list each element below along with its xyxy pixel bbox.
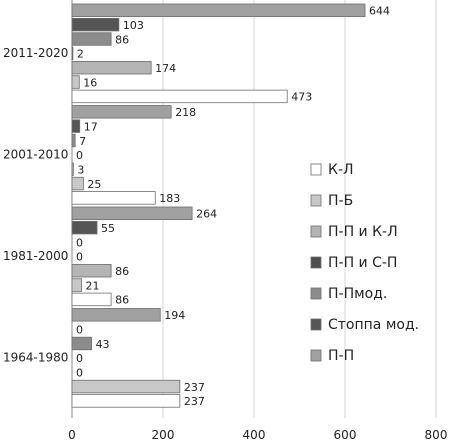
data-label: 644 [369,5,390,18]
bar [71,176,84,191]
bar [71,89,288,104]
data-label: 103 [123,19,144,32]
data-label: 7 [79,135,86,148]
data-label: 194 [164,309,185,322]
x-tick-label: 200 [152,428,175,442]
bar [71,61,152,75]
data-label: 0 [76,236,83,249]
bar [71,379,181,394]
legend-label: П-П и С-П [328,255,397,271]
category-label: 1964-1980 [3,351,68,365]
data-label: 16 [83,76,97,89]
legend-swatch [310,163,322,176]
data-label: 0 [76,149,83,162]
data-label: 218 [175,106,196,119]
category-label: 2001-2010 [3,148,68,162]
bar [71,336,92,351]
bar [71,206,193,221]
bar [71,46,74,61]
x-axis: 0 200 400 600 800 [68,428,447,442]
bar [71,308,161,322]
x-tick-label: 600 [334,428,357,442]
legend-label: П-П и К-Л [328,224,398,240]
x-tick-label: 800 [425,428,448,442]
legend-label: П-П [328,348,354,364]
category-label: 1981-2000 [3,249,68,263]
data-label: 2 [77,48,84,61]
bar [71,119,81,133]
data-label: 3 [77,164,84,177]
legend-label: П-Б [328,193,353,209]
bar [71,3,366,18]
data-label: 86 [115,33,129,46]
data-label: 43 [96,338,110,351]
data-label: 25 [87,178,101,191]
data-label: 55 [101,222,115,235]
legend-swatch [310,225,322,238]
x-tick-label: 0 [68,428,76,442]
category-label: 2011-2020 [3,46,68,60]
data-label: 0 [76,251,83,264]
bar [71,105,172,119]
data-label: 237 [184,395,205,408]
data-label: 473 [291,91,312,104]
data-label: 174 [155,62,176,75]
data-label: 86 [115,265,129,278]
data-label: 237 [184,381,205,394]
bar [71,32,112,46]
data-label: 21 [86,279,100,292]
legend-label: П-Пмод. [328,286,387,302]
bar [71,394,181,408]
bar [71,278,82,292]
legend-label: К-Л [328,162,354,178]
legend-swatch [310,349,322,362]
bar [71,133,76,148]
legend-label: Стоппа мод. [328,317,419,333]
bar [71,191,156,205]
legend-swatch [310,194,322,207]
category-labels: 2011-2020 2001-2010 1981-2000 1964-1980 [3,46,68,365]
legend-swatch [310,318,322,331]
bar [71,263,112,278]
bars: 6441038621741647321817703251832645500862… [71,3,390,408]
legend-swatch [310,287,322,300]
x-tick-label: 400 [243,428,266,442]
data-label: 0 [76,367,83,380]
bar [71,292,112,307]
data-label: 264 [196,208,217,221]
legend: К-Л П-Б П-П и К-Л П-П и С-П П-Пмод. Стоппа мо… [310,162,419,364]
bar [71,75,80,89]
bar [71,220,98,235]
data-label: 86 [115,294,129,307]
bar [71,162,74,176]
data-label: 0 [76,323,83,336]
data-label: 17 [84,120,98,133]
legend-swatch [310,256,322,269]
data-label: 183 [159,192,180,205]
bar [71,17,120,32]
data-label: 0 [76,352,83,365]
